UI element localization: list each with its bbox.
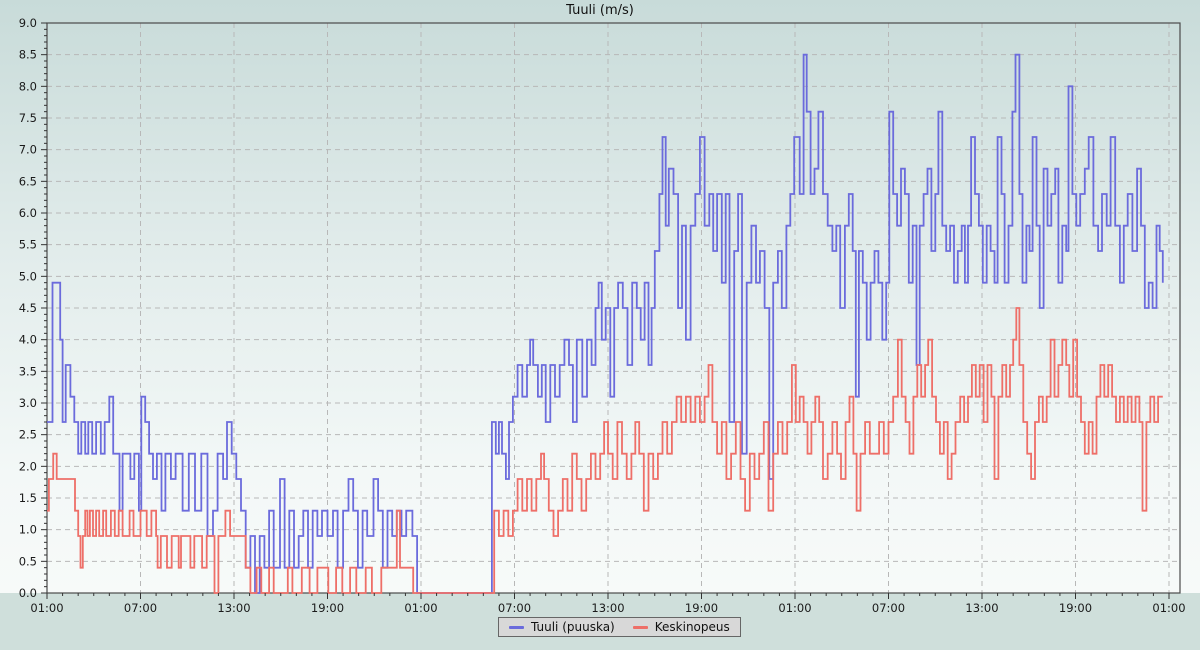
mean-line-marker-icon (632, 625, 648, 629)
axis-labels: 01:00 07:00 13:00 19:00 01:00 07:00 13:00 19:00… (19, 16, 1186, 615)
x-tick-label: 07:00 (124, 601, 157, 615)
x-tick-label: 19:00 (685, 601, 718, 615)
y-tick-label: 6.5 (19, 174, 37, 188)
x-tick-label: 07:00 (498, 601, 531, 615)
legend-label-gust: Tuuli (puuska) (531, 620, 615, 634)
legend-item-gust: Tuuli (puuska) (509, 620, 615, 634)
gust-line-marker-icon (509, 625, 524, 629)
x-tick-label: 19:00 (1059, 601, 1092, 615)
x-tick-label: 01:00 (778, 601, 811, 615)
x-tick-label: 13:00 (965, 601, 998, 615)
y-tick-label: 0.5 (19, 554, 37, 568)
y-tick-label: 7.0 (19, 143, 37, 157)
y-tick-label: 5.0 (19, 269, 37, 283)
legend-item-mean: Keskinopeus (632, 620, 730, 634)
x-tick-label: 07:00 (872, 601, 905, 615)
chart-legend: Tuuli (puuska) Keskinopeus (498, 617, 741, 637)
y-tick-label: 1.5 (19, 491, 37, 505)
y-tick-label: 8.5 (19, 48, 37, 62)
series-line-mean (47, 307, 1163, 594)
x-tick-label: 19:00 (311, 601, 344, 615)
axis-ticks (41, 22, 1170, 599)
x-tick-label: 01:00 (1152, 601, 1185, 615)
x-tick-label: 01:00 (30, 601, 63, 615)
plot-background (0, 0, 1200, 593)
y-tick-label: 8.0 (19, 79, 37, 93)
y-tick-label: 4.5 (19, 301, 37, 315)
y-tick-label: 1.0 (19, 523, 37, 537)
x-tick-label: 01:00 (404, 601, 437, 615)
y-tick-label: 7.5 (19, 111, 37, 125)
y-tick-label: 9.0 (19, 16, 37, 30)
legend-label-mean: Keskinopeus (654, 620, 730, 634)
y-tick-label: 2.5 (19, 428, 37, 442)
y-tick-label: 4.0 (19, 333, 37, 347)
x-tick-label: 13:00 (217, 601, 250, 615)
y-tick-label: 3.5 (19, 364, 37, 378)
y-tick-label: 6.0 (19, 206, 37, 220)
chart-title: Tuuli (m/s) (566, 3, 634, 18)
y-tick-label: 0.0 (19, 586, 37, 600)
y-tick-label: 5.5 (19, 238, 37, 252)
y-tick-label: 2.0 (19, 459, 37, 473)
x-tick-label: 13:00 (591, 601, 624, 615)
y-tick-label: 3.0 (19, 396, 37, 410)
series-line-gust (47, 53, 1164, 594)
